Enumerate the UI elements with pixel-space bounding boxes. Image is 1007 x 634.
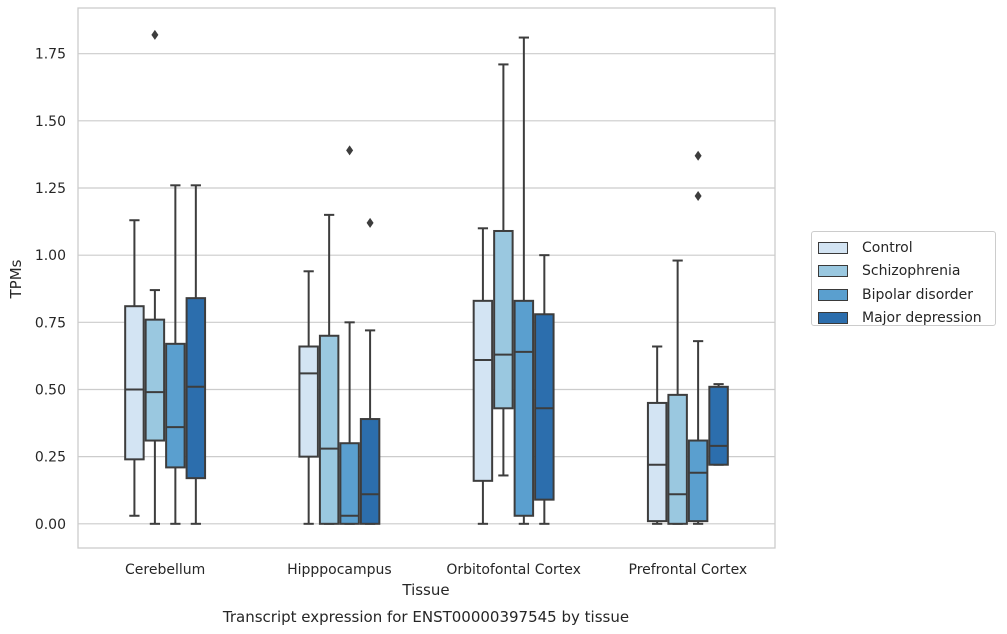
box-bipolar-disorder [687, 150, 709, 525]
outlier-point [366, 217, 374, 228]
outlier-point [151, 29, 159, 40]
outlier-point [346, 145, 354, 156]
legend-swatch [818, 288, 848, 301]
legend-item: Schizophrenia [818, 260, 995, 284]
y-tick-label: 0.00 [35, 517, 66, 533]
box-iqr [667, 393, 688, 525]
box-series [124, 29, 729, 525]
box-iqr [339, 442, 360, 525]
box-iqr [359, 418, 381, 525]
box-major-depression [708, 383, 729, 466]
legend-swatch [818, 241, 848, 254]
box-control [646, 345, 668, 525]
box-iqr [144, 318, 166, 442]
box-iqr [646, 401, 668, 523]
x-axis-title: Tissue [401, 581, 449, 599]
legend-label: Schizophrenia [862, 263, 961, 280]
chart-title: Transcript expression for ENST0000039754… [222, 608, 629, 626]
y-axis-title: TPMs [7, 259, 25, 299]
box-iqr [513, 299, 535, 517]
box-schizophrenia [318, 213, 340, 525]
legend-item: Bipolar disorder [818, 283, 995, 307]
legend-swatch [818, 312, 848, 325]
legend-item: Control [818, 236, 995, 260]
box-major-depression [534, 254, 555, 525]
box-iqr [708, 385, 729, 466]
legend-label: Bipolar disorder [862, 286, 974, 303]
box-iqr [298, 345, 319, 458]
box-control [472, 227, 494, 525]
outlier-point [694, 150, 702, 161]
y-axis-ticks: 0.00 0.25 0.50 0.75 1.00 1.25 1.50 1.75 [35, 47, 66, 533]
x-tick-label: Hipppocampus [287, 562, 392, 578]
y-tick-label: 0.75 [35, 315, 66, 331]
box-schizophrenia [493, 63, 514, 477]
legend-item: Major depression [818, 307, 995, 331]
x-tick-label: Cerebellum [125, 562, 205, 578]
box-control [298, 270, 319, 525]
y-tick-label: 0.25 [35, 450, 66, 466]
y-tick-label: 1.25 [35, 181, 66, 197]
box-iqr [687, 439, 709, 523]
box-bipolar-disorder [339, 145, 360, 525]
box-iqr [493, 229, 514, 410]
y-tick-label: 1.50 [35, 114, 66, 130]
box-major-depression [359, 217, 381, 525]
legend: Control Schizophrenia Bipolar disorder Majo… [811, 231, 996, 326]
y-tick-label: 1.00 [35, 248, 66, 264]
legend-swatch [818, 265, 848, 278]
box-iqr [165, 342, 186, 469]
box-iqr [472, 299, 494, 482]
x-tick-label: Prefrontal Cortex [629, 562, 748, 578]
box-iqr [185, 297, 207, 480]
box-iqr [124, 305, 145, 461]
legend-label: Major depression [862, 310, 982, 327]
box-major-depression [185, 184, 207, 525]
y-tick-label: 0.50 [35, 382, 66, 398]
box-bipolar-disorder [513, 36, 535, 525]
box-control [124, 219, 145, 517]
legend-label: Control [862, 239, 913, 256]
y-tick-label: 1.75 [35, 47, 66, 63]
x-tick-label: Orbitofontal Cortex [446, 562, 581, 578]
box-schizophrenia [667, 259, 688, 525]
box-iqr [318, 334, 340, 525]
box-iqr [534, 313, 555, 501]
x-axis-ticks: Cerebellum Hipppocampus Orbitofontal Corte… [125, 562, 747, 578]
plot-area-frame [77, 7, 776, 549]
outlier-point [694, 191, 702, 202]
box-schizophrenia [144, 29, 166, 525]
box-bipolar-disorder [165, 184, 186, 525]
